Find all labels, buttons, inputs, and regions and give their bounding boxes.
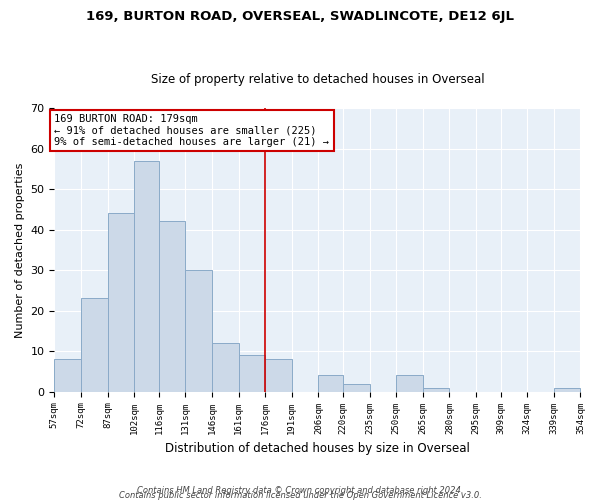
Bar [319, 376, 343, 392]
Text: Contains HM Land Registry data © Crown copyright and database right 2024.: Contains HM Land Registry data © Crown c… [137, 486, 463, 495]
Text: 169, BURTON ROAD, OVERSEAL, SWADLINCOTE, DE12 6JL: 169, BURTON ROAD, OVERSEAL, SWADLINCOTE,… [86, 10, 514, 23]
Bar [134, 160, 159, 392]
X-axis label: Distribution of detached houses by size in Overseal: Distribution of detached houses by size … [165, 442, 470, 455]
Title: Size of property relative to detached houses in Overseal: Size of property relative to detached ho… [151, 73, 484, 86]
Bar [55, 360, 81, 392]
Bar [343, 384, 370, 392]
Bar [212, 343, 239, 392]
Bar [81, 298, 107, 392]
Bar [107, 214, 134, 392]
Bar [239, 355, 265, 392]
Bar [265, 360, 292, 392]
Bar [554, 388, 580, 392]
Text: Contains public sector information licensed under the Open Government Licence v3: Contains public sector information licen… [119, 491, 481, 500]
Text: 169 BURTON ROAD: 179sqm
← 91% of detached houses are smaller (225)
9% of semi-de: 169 BURTON ROAD: 179sqm ← 91% of detache… [55, 114, 329, 148]
Bar [396, 376, 423, 392]
Bar [159, 222, 185, 392]
Bar [185, 270, 212, 392]
Bar [423, 388, 449, 392]
Y-axis label: Number of detached properties: Number of detached properties [15, 162, 25, 338]
